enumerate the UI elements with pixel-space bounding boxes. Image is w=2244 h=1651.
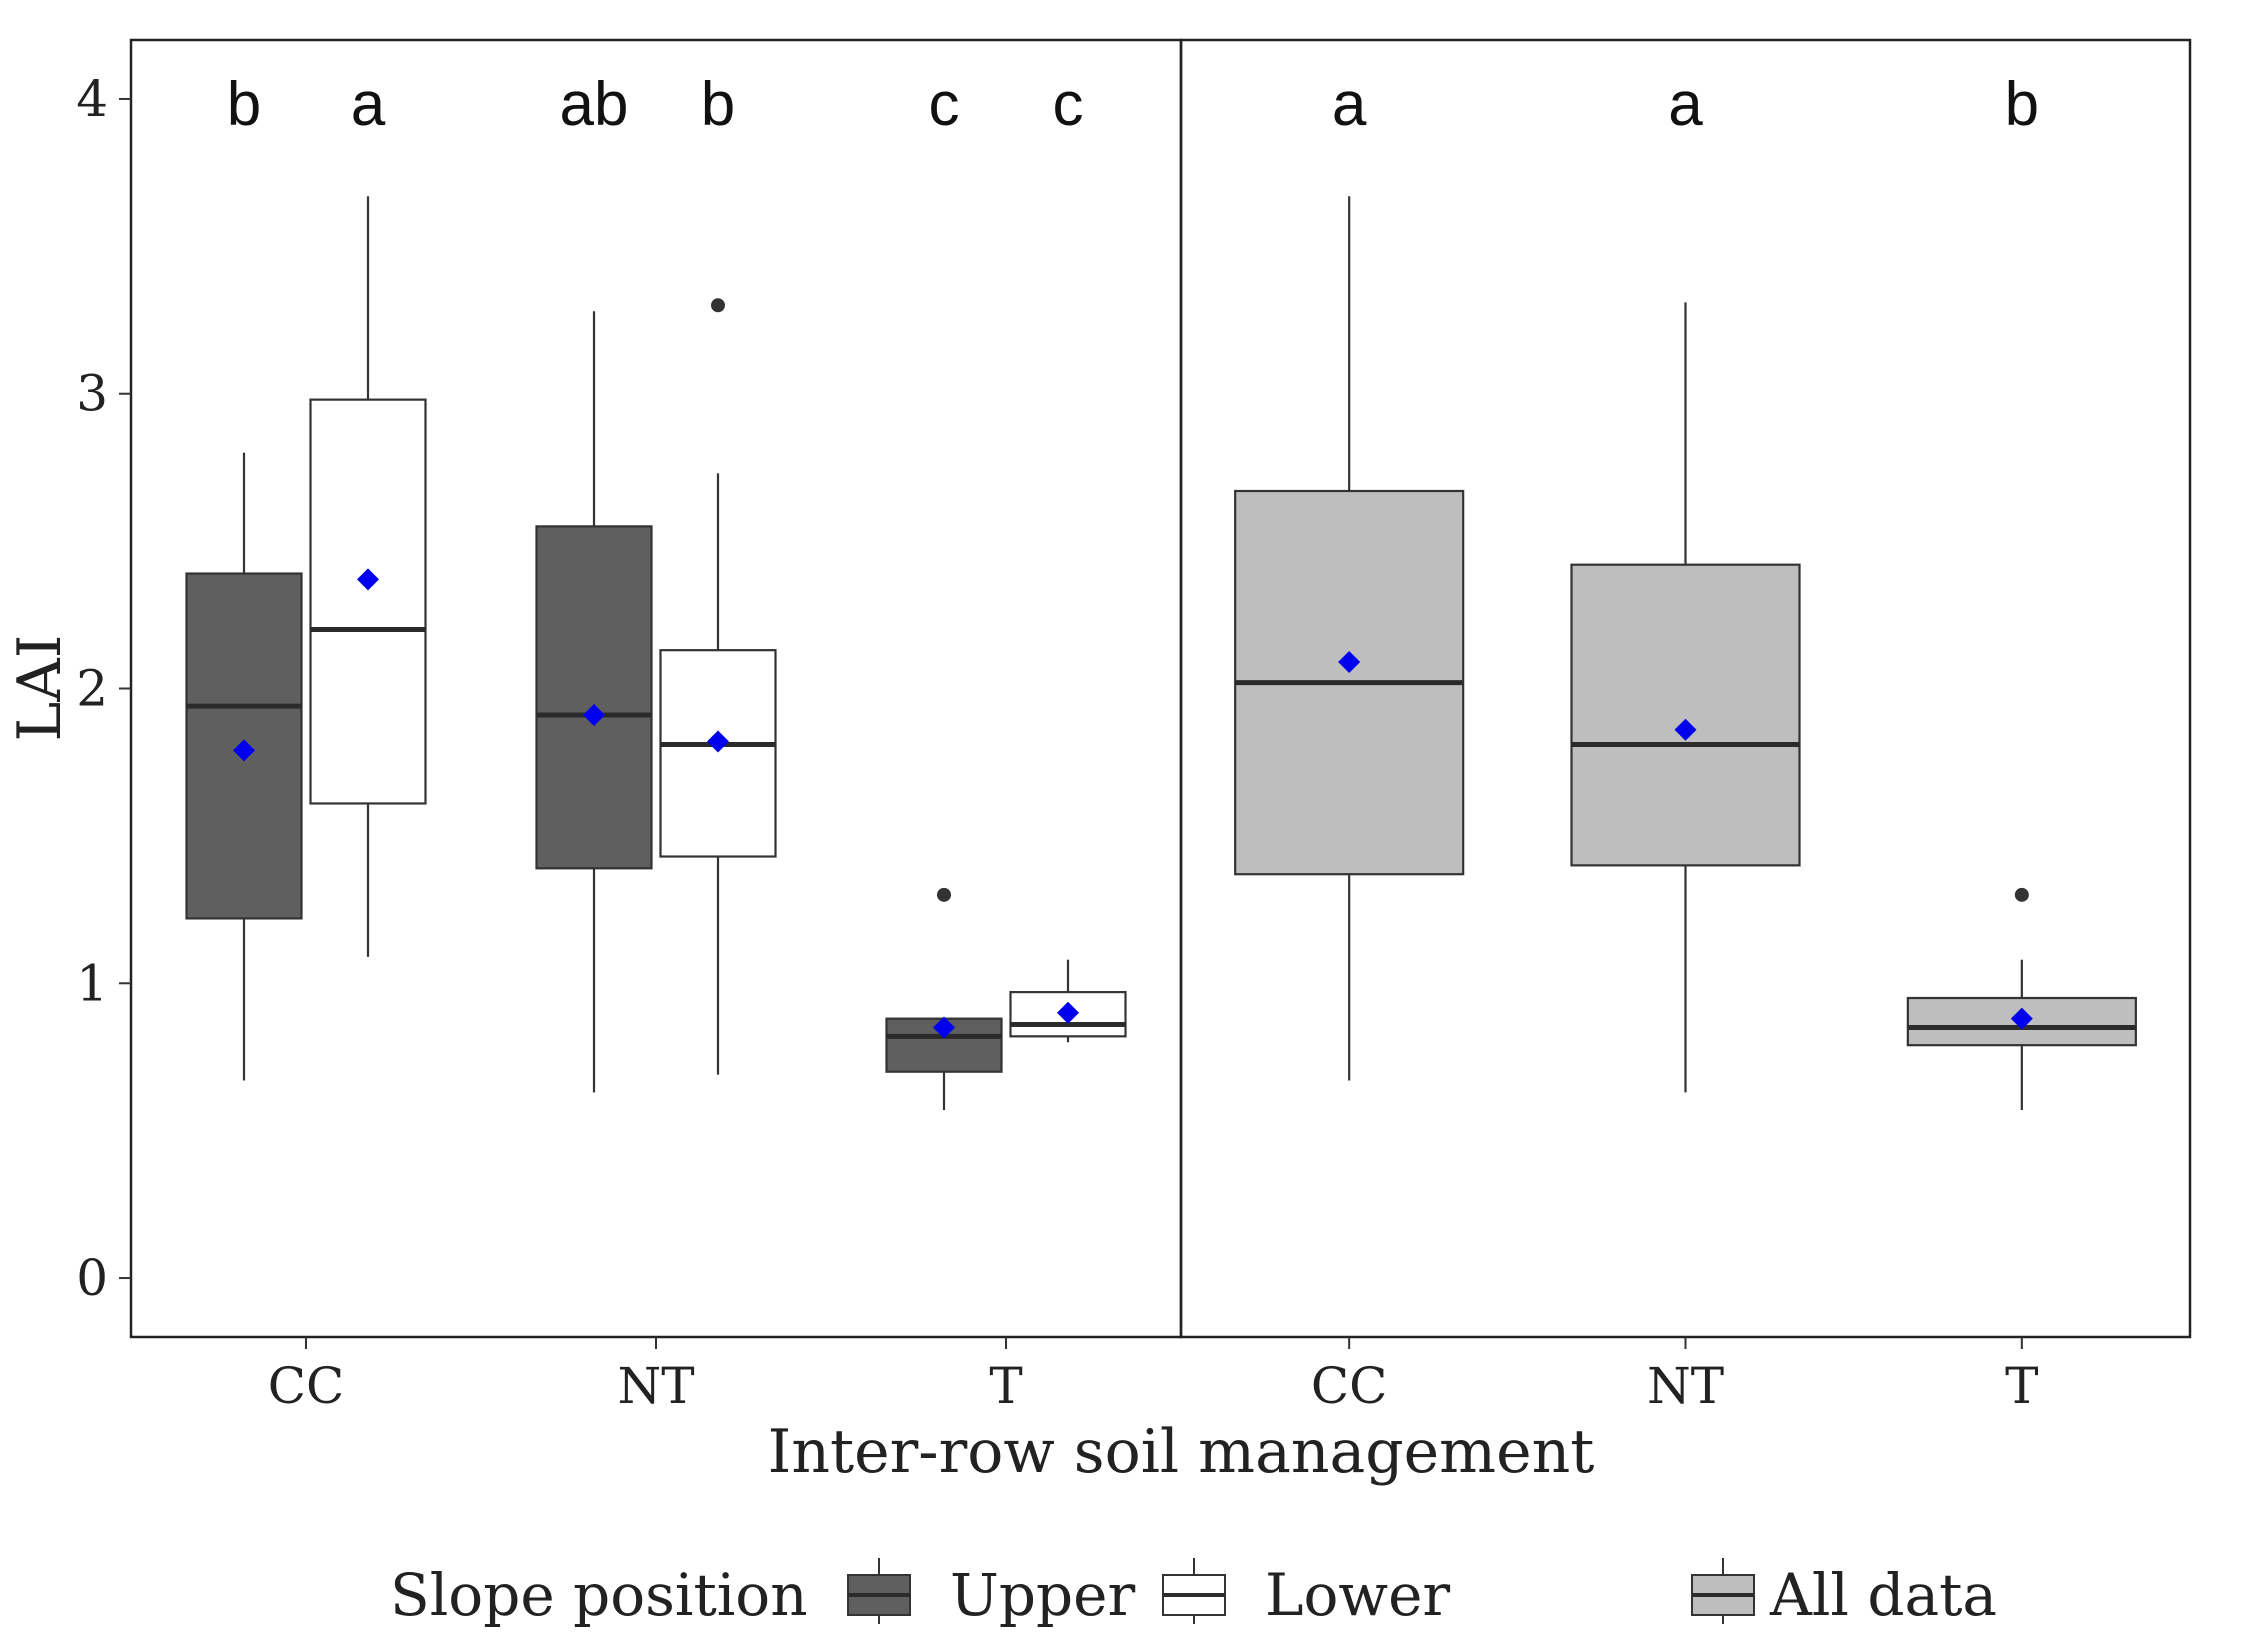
legend-key-all: All data (1691, 1558, 1997, 1629)
box-upper-CC: b (185, 70, 303, 1081)
mean-marker (357, 568, 379, 591)
significance-letter: a (1332, 70, 1367, 139)
box-iqr (659, 649, 777, 858)
legend-label-all: All data (1769, 1561, 1997, 1629)
legend-title: Slope position (390, 1561, 808, 1629)
significance-letter: b (227, 70, 261, 139)
x-tick-label: NT (1647, 1357, 1724, 1415)
legend-key-upper: Upper (847, 1558, 1135, 1629)
x-tick-label: CC (1311, 1357, 1388, 1415)
y-tick-label: 2 (76, 660, 108, 718)
legend-label-upper: Upper (950, 1561, 1135, 1629)
box-upper-T: c (885, 70, 1003, 1111)
box-iqr (309, 398, 427, 805)
box-all-T: b (1906, 70, 2137, 1111)
x-axis-title: Inter-row soil management (768, 1417, 1595, 1487)
outlier-point (937, 887, 951, 902)
box-lower-NT: b (659, 70, 777, 1075)
legend-key-lower: Lower (1162, 1558, 1450, 1629)
y-tick-label: 1 (76, 954, 108, 1012)
mean-marker (1674, 718, 1697, 741)
mean-marker (2010, 1007, 2033, 1030)
outlier-point (711, 298, 725, 313)
significance-letter: c (929, 70, 960, 139)
x-tick-label: T (2005, 1357, 2038, 1415)
significance-letter: ab (560, 70, 629, 139)
x-tick-label: NT (617, 1357, 694, 1415)
legend: Slope position Upper Lower All data (390, 1558, 1997, 1629)
mean-marker (233, 739, 255, 762)
y-axis-title: LAI (5, 635, 75, 742)
outlier-point (2014, 887, 2029, 902)
mean-marker (707, 730, 729, 753)
x-tick-label: CC (268, 1357, 345, 1415)
mean-marker (933, 1016, 955, 1039)
box-lower-CC: a (309, 70, 427, 957)
significance-letter: c (1053, 70, 1084, 139)
mean-marker (1338, 650, 1361, 673)
significance-letter: b (701, 70, 735, 139)
box-upper-NT: ab (535, 70, 653, 1093)
box-iqr (535, 525, 653, 870)
box-all-NT: a (1570, 70, 1801, 1093)
significance-letter: a (351, 70, 386, 139)
mean-marker (583, 704, 605, 727)
y-tick-label: 3 (76, 365, 108, 423)
axes: CC NT T CC NT T 0 1 2 3 4 (76, 38, 2192, 1415)
significance-letter: a (1668, 70, 1703, 139)
mean-marker (1057, 1001, 1079, 1024)
y-tick-label: 0 (76, 1249, 108, 1307)
box-lower-T: c (1009, 70, 1127, 1043)
x-tick-label: T (989, 1357, 1022, 1415)
plot-area: b ab ca b c a a b (185, 70, 2137, 1111)
box-iqr (1570, 563, 1801, 867)
box-all-CC: a (1234, 70, 1465, 1081)
significance-letter: b (2005, 70, 2039, 139)
y-tick-label: 4 (76, 70, 108, 128)
legend-label-lower: Lower (1265, 1561, 1450, 1629)
